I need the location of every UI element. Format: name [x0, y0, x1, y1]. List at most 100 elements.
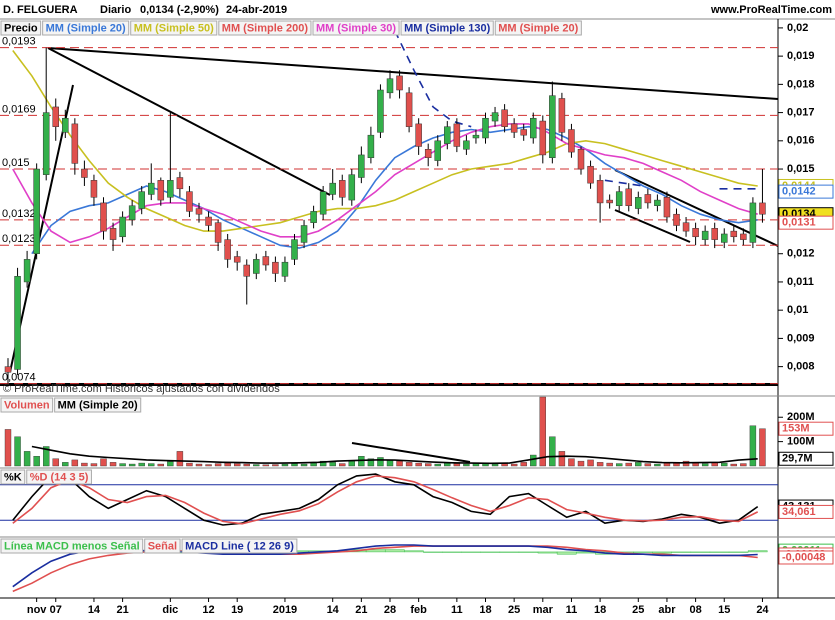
- candle-body: [339, 180, 346, 198]
- candle-body: [195, 208, 203, 215]
- value-box: [778, 421, 834, 436]
- candle-body: [186, 191, 193, 212]
- moving-average: [12, 123, 758, 244]
- volume-bar: [281, 463, 289, 467]
- volume-bar: [463, 463, 470, 467]
- x-tick-label: 12: [202, 604, 214, 616]
- legend-box: [0, 469, 26, 485]
- volume-bar: [721, 462, 728, 467]
- histogram-bar: [480, 551, 501, 553]
- candle-body: [663, 197, 671, 218]
- volume-bar: [23, 451, 31, 467]
- legend-label: MM (Simple 50): [134, 22, 214, 34]
- volume-bar: [62, 462, 69, 467]
- x-tick-label: 08: [689, 604, 701, 616]
- candle-body: [615, 191, 623, 206]
- y-tick-label: 0,008: [787, 361, 815, 373]
- candle-body: [4, 366, 12, 373]
- instrument-name: D. FELGUERA: [3, 4, 78, 16]
- candle-body: [224, 239, 231, 260]
- candle-body: [205, 216, 212, 226]
- volume-bar: [587, 459, 594, 467]
- legend-box: [42, 20, 130, 36]
- y-tick-label: 0,011: [787, 276, 814, 288]
- volume-bar: [310, 462, 317, 467]
- histogram-bar: [652, 551, 672, 554]
- candle-body: [491, 112, 499, 122]
- candle-body: [291, 239, 298, 260]
- x-tick-label: 14: [327, 604, 340, 616]
- volume-bar: [730, 463, 737, 467]
- histogram-bar: [518, 551, 539, 553]
- footnote: © ProRealTime.com Históricos ajustados c…: [3, 383, 280, 395]
- x-tick-label: mar: [533, 604, 554, 616]
- legend-box: [218, 20, 312, 36]
- candle-body: [740, 233, 747, 240]
- y-tick-label: 0,009: [787, 332, 815, 344]
- volume-bar: [291, 463, 298, 467]
- volume-bar: [568, 458, 575, 467]
- candle-body: [501, 109, 508, 127]
- y-tick-label: 0,02: [787, 22, 808, 34]
- volume-bar: [596, 462, 604, 467]
- value-box-label: 29,7M: [782, 453, 813, 465]
- volume-bar: [243, 463, 250, 467]
- level-label: 0,0193: [2, 36, 36, 48]
- candle-body: [596, 180, 604, 204]
- candle-body: [176, 177, 184, 190]
- volume-bar: [300, 463, 308, 467]
- candle-body: [701, 230, 709, 240]
- candle-body: [539, 120, 547, 156]
- candle-body: [281, 261, 289, 277]
- y-tick-label: 0,016: [787, 135, 815, 147]
- volume-bar: [577, 460, 585, 467]
- value-box-label: 34,061: [782, 506, 816, 518]
- volume-bar: [539, 396, 546, 467]
- x-tick-label: feb: [410, 604, 427, 616]
- volume-bar: [444, 462, 451, 467]
- legend-label: MM (Simple 20): [58, 399, 138, 411]
- legend-label: %D (14 3 5): [30, 471, 89, 483]
- candle-body: [253, 259, 260, 274]
- candle-body: [348, 174, 356, 201]
- volume-bar: [138, 462, 145, 467]
- candle-body: [358, 154, 365, 178]
- volume-bar: [233, 463, 241, 467]
- volume-bar: [148, 463, 155, 467]
- volume-bar: [367, 458, 375, 467]
- volume-bar: [319, 460, 327, 467]
- candle-body: [625, 188, 632, 206]
- level-label: 0,0123: [2, 233, 36, 245]
- volume-bar: [625, 462, 632, 467]
- value-box: [778, 215, 834, 230]
- volume-bar: [644, 463, 652, 467]
- candle-body: [52, 106, 59, 127]
- volume-bar: [186, 462, 193, 467]
- volume-bar: [558, 451, 566, 467]
- level-label: 0,0074: [2, 371, 36, 383]
- candle-body: [711, 228, 718, 240]
- volume-bar: [377, 457, 384, 467]
- histogram-bar: [461, 551, 481, 553]
- volume-bar: [453, 463, 461, 467]
- volume-bar: [214, 463, 222, 467]
- x-tick-label: 07: [50, 604, 62, 616]
- candle-body: [233, 256, 241, 263]
- legend-label: MM (Simple 30): [316, 22, 396, 34]
- candle-body: [520, 129, 527, 136]
- volume-bar: [167, 461, 174, 467]
- volume-bar: [606, 462, 613, 467]
- volume-bar: [119, 463, 126, 467]
- candle-body: [635, 197, 642, 209]
- candle-body: [472, 134, 480, 139]
- trendline: [351, 442, 471, 463]
- candle-body: [759, 202, 766, 215]
- candle-body: [128, 205, 136, 221]
- value-box-label: 0,0142: [782, 186, 816, 198]
- volume-bar: [396, 460, 403, 467]
- legend-box: [181, 538, 298, 554]
- volume-bar: [510, 463, 518, 467]
- level-label: 0,0132: [2, 208, 36, 220]
- volume-bar: [520, 462, 527, 467]
- volume-bar: [740, 463, 747, 467]
